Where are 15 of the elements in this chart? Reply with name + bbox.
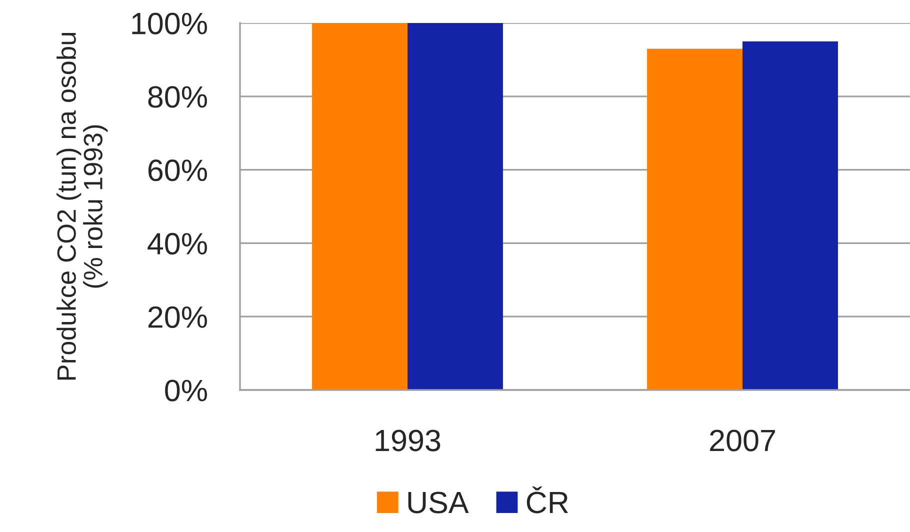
bar [312,23,408,390]
bar [742,41,838,390]
x-tick-label: 2007 [710,430,775,452]
bar [408,23,503,390]
legend-label: USA [408,492,469,514]
y-axis-title: Produkce CO2 (tun) na osobu (% roku 1993) [56,32,108,380]
bar [647,48,742,390]
y-tick-label: 100% [132,12,207,34]
legend-label: ČR [526,486,568,514]
y-tick-label: 80% [148,86,207,108]
y-tick-label: 20% [148,306,207,328]
y-tick-label: 40% [148,232,207,255]
y-tick-label: 0% [165,380,207,402]
x-tick-label: 1993 [376,430,440,452]
y-tick-label: 60% [148,160,207,182]
